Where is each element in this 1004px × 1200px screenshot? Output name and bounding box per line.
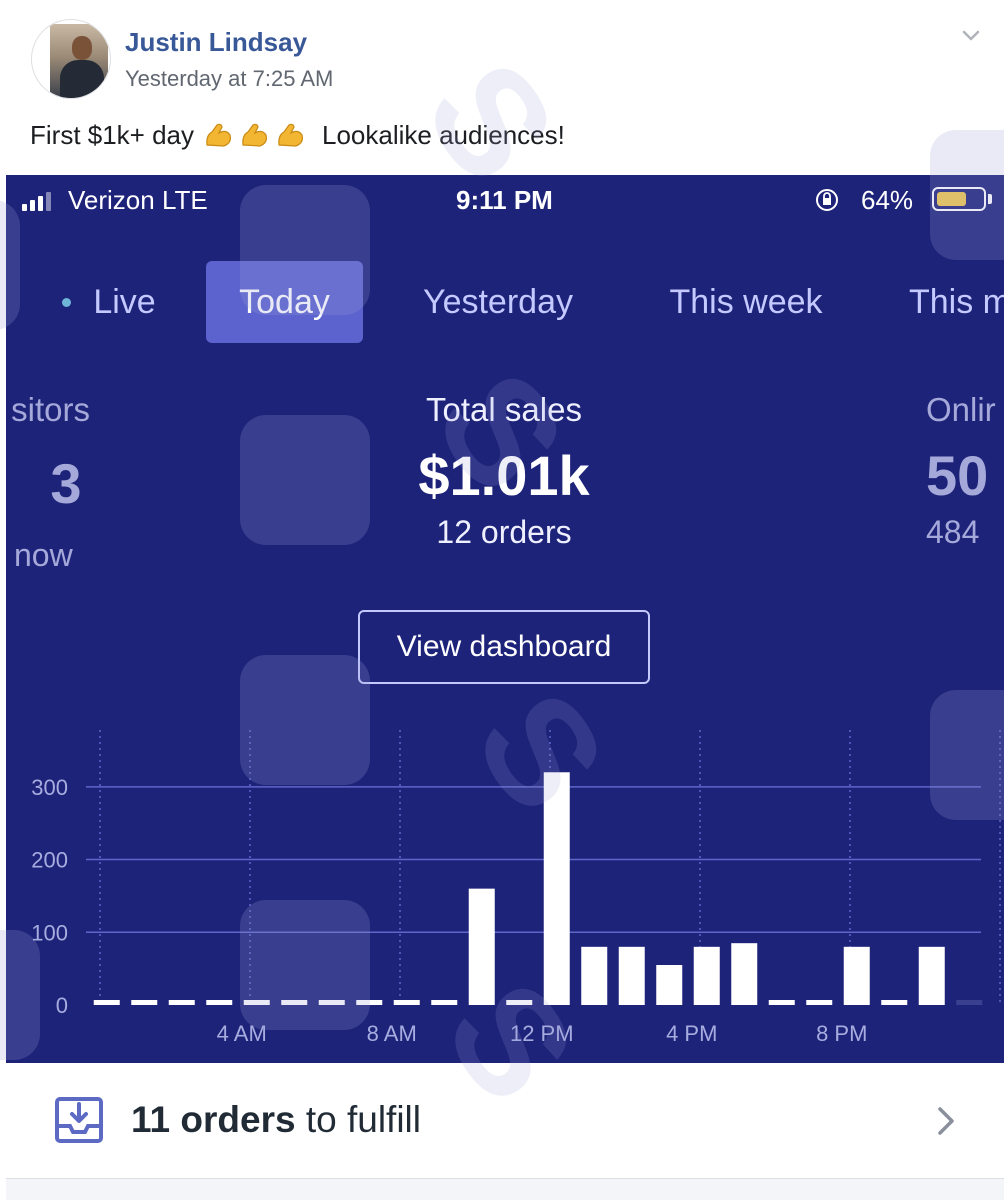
chart-bar [506,1000,533,1005]
avatar-figure-body [60,60,104,98]
chart-y-tick-label: 200 [31,848,68,873]
flexed-biceps-icon [242,123,267,147]
chart-bar [768,1000,795,1005]
battery-tip [988,194,992,204]
post-footer-strip [6,1179,1004,1200]
battery-level [937,192,966,206]
chart-y-tick-label: 300 [31,775,68,800]
avatar[interactable] [31,19,111,99]
tab-this-week[interactable]: This week [656,261,836,343]
chart-bar [168,1000,195,1005]
tab-this-month-label: This m [909,282,1004,321]
status-time: 9:11 PM [456,185,553,215]
tab-yesterday-label: Yesterday [423,282,573,321]
chart-bar [393,1000,420,1005]
chart-bar [431,1000,458,1005]
visitors-value: 3 [50,452,82,515]
chart-y-tick-label: 100 [31,920,68,945]
online-store-value: 50 [926,444,989,507]
chart-bar [693,946,720,1005]
chart-bar [881,1000,908,1005]
chart-bar [131,1000,158,1005]
visitors-sub: now [14,537,73,573]
chart-bar [806,1000,833,1005]
post-header: Justin Lindsay Yesterday at 7:25 AM Firs… [0,0,1004,175]
chart-bar [731,943,758,1005]
chart-bar [618,946,645,1005]
tab-yesterday[interactable]: Yesterday [404,261,592,343]
tab-live[interactable]: Live [44,261,174,343]
chart-x-tick-label: 4 AM [217,1021,267,1046]
chart-bar [93,1000,120,1005]
status-bar: Verizon LTE 9:11 PM 64% [6,175,1004,225]
chart-x-tick-label: 8 AM [367,1021,417,1046]
chart-bar [206,1000,233,1005]
sales-bar-chart: 0 100 200 300 4 AM 8 AM 12 PM 4 PM 8 PM [31,730,1001,1046]
emoji-row [204,121,312,151]
flexed-biceps-icon [278,123,303,147]
post-text-after: Lookalike audiences! [322,120,565,150]
total-sales-value: $1.01k [418,444,590,507]
rotation-lock-icon [816,189,838,211]
chart-bar [581,946,608,1005]
avatar-figure-head [72,36,92,60]
chart-x-tick-label: 8 PM [816,1021,867,1046]
chart-bar [318,1000,345,1005]
chart-x-tick-label: 4 PM [666,1021,717,1046]
battery-percent: 64% [861,185,914,215]
chart-bar [468,888,495,1005]
visitors-label: sitors [11,391,90,428]
live-dot-icon [62,297,72,307]
chart-bar [918,946,945,1005]
online-store-sub: 484 [926,514,980,550]
carrier-label: Verizon LTE [68,185,208,215]
author-name[interactable]: Justin Lindsay [125,27,308,57]
chart-bar [356,1000,383,1005]
total-sales-orders: 12 orders [436,514,572,550]
chart-bar [656,965,683,1005]
visitors-metric[interactable]: sitors [6,391,90,429]
tab-today[interactable]: Today [206,261,363,343]
orders-to-fulfill-text: 11 orders to fulfill [131,1099,421,1141]
orders-to-fulfill-row[interactable]: 11 orders to fulfill [6,1063,1004,1179]
chart-y-tick-label: 0 [56,993,68,1018]
online-store-label: Onlir [926,391,996,428]
tab-this-week-label: This week [669,282,823,321]
inbox-download-icon [55,1097,103,1143]
online-store-metric[interactable]: Onlir 50 484 [926,391,1004,551]
chevron-down-icon[interactable] [958,22,984,48]
total-sales-label: Total sales [426,391,582,428]
orders-suffix: to fulfill [295,1099,421,1140]
orders-count: 11 orders [131,1099,296,1140]
tab-today-label: Today [239,282,330,321]
post-timestamp[interactable]: Yesterday at 7:25 AM [125,66,334,91]
flexed-biceps-icon [206,123,231,147]
visitors-value-block: 3 [16,451,116,516]
post-text-before: First $1k+ day [30,120,195,150]
view-dashboard-button[interactable]: View dashboard [358,610,650,684]
chart-bar [543,772,570,1005]
chart-x-tick-label: 12 PM [510,1021,574,1046]
signal-strength-icon [22,192,51,211]
shopify-screenshot: Verizon LTE 9:11 PM 64% Live Today Yeste… [6,175,1004,1063]
chart-bar [281,1000,308,1005]
tab-this-month[interactable]: This m [909,261,1004,343]
chart-bar [956,1000,983,1005]
visitors-sub-block: now [14,537,114,574]
post-text: First $1k+ day Lookalike audiences! [30,120,565,151]
total-sales-metric[interactable]: Total sales $1.01k 12 orders [354,391,654,551]
tab-live-label: Live [93,282,156,321]
chevron-right-icon [938,1107,954,1135]
battery-icon [932,187,986,211]
chart-bar [843,946,870,1005]
chart-bar [243,1000,270,1005]
